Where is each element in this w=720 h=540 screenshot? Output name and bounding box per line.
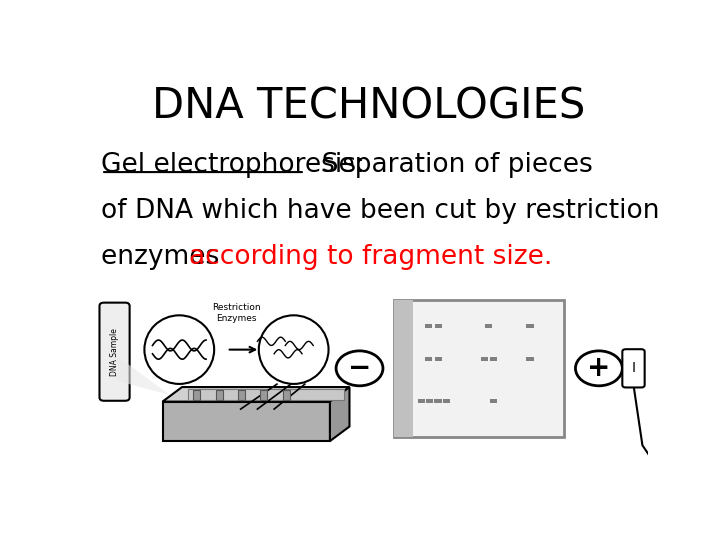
- Polygon shape: [117, 356, 249, 416]
- Bar: [485, 324, 492, 328]
- Bar: [526, 357, 534, 361]
- Bar: [282, 390, 289, 400]
- Bar: [443, 399, 450, 403]
- FancyBboxPatch shape: [99, 302, 130, 401]
- Circle shape: [336, 351, 383, 386]
- Text: of DNA which have been cut by restriction: of DNA which have been cut by restrictio…: [101, 198, 660, 224]
- Bar: [193, 390, 200, 400]
- Bar: [215, 390, 222, 400]
- Bar: [526, 324, 534, 328]
- Bar: [435, 324, 442, 328]
- Text: Gel electrophoresis:: Gel electrophoresis:: [101, 152, 365, 178]
- Bar: [490, 357, 498, 361]
- Bar: [260, 390, 267, 400]
- Text: DNA Sample: DNA Sample: [110, 328, 119, 376]
- Text: I: I: [631, 361, 636, 375]
- FancyBboxPatch shape: [188, 389, 344, 400]
- Text: DNA TECHNOLOGIES: DNA TECHNOLOGIES: [153, 85, 585, 127]
- Bar: [434, 399, 441, 403]
- Ellipse shape: [258, 315, 328, 384]
- Text: −: −: [348, 354, 371, 382]
- Polygon shape: [330, 387, 349, 441]
- Text: enzymes: enzymes: [101, 244, 228, 269]
- Text: Restriction
Enzymes: Restriction Enzymes: [212, 303, 261, 322]
- Ellipse shape: [145, 315, 214, 384]
- Polygon shape: [163, 387, 349, 402]
- Bar: [481, 357, 488, 361]
- Bar: [425, 324, 432, 328]
- Text: Separation of pieces: Separation of pieces: [305, 152, 593, 178]
- Bar: [418, 399, 425, 403]
- Circle shape: [575, 351, 622, 386]
- FancyBboxPatch shape: [622, 349, 644, 388]
- Bar: [426, 399, 433, 403]
- Bar: [425, 357, 432, 361]
- Bar: [394, 300, 413, 437]
- Bar: [435, 357, 442, 361]
- Text: according to fragment size.: according to fragment size.: [189, 244, 553, 269]
- Bar: [490, 399, 498, 403]
- FancyBboxPatch shape: [394, 300, 564, 437]
- FancyBboxPatch shape: [163, 402, 330, 441]
- Bar: [238, 390, 245, 400]
- Text: +: +: [588, 354, 611, 382]
